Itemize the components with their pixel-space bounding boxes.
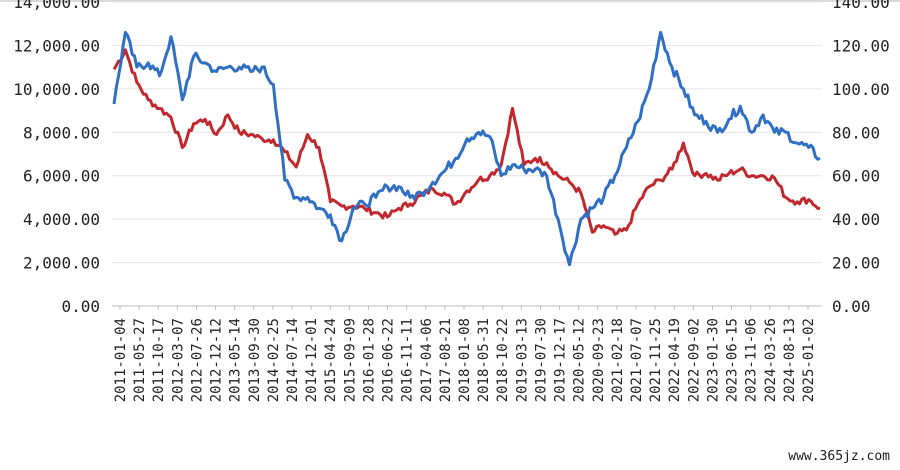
x-axis-tick-label: 2024-08-13 <box>782 318 798 402</box>
x-axis-tick-label: 2012-12-12 <box>209 318 225 402</box>
series-line-left-axis <box>112 48 821 236</box>
x-axis-tick-label: 2011-05-27 <box>132 318 148 402</box>
x-axis-tick-label: 2012-03-07 <box>170 318 186 402</box>
x-axis-tick-label: 2019-07-30 <box>533 318 549 402</box>
x-axis-tick-label: 2015-04-24 <box>323 318 339 402</box>
x-axis-tick-label: 2025-01-02 <box>801 318 817 402</box>
left-axis-tick-label: 6,000.00 <box>23 167 100 186</box>
x-axis-tick-label: 2014-07-14 <box>285 318 301 402</box>
x-axis-tick-label: 2017-04-06 <box>419 318 435 402</box>
left-axis-tick-label: 12,000.00 <box>13 36 100 55</box>
x-axis-tick-label: 2018-05-31 <box>476 318 492 402</box>
x-axis-tick-label: 2014-02-25 <box>266 318 282 402</box>
x-axis-tick-label: 2012-07-26 <box>189 318 205 402</box>
left-axis-tick-label: 2,000.00 <box>23 254 100 273</box>
x-axis-tick-label: 2015-09-09 <box>342 318 358 402</box>
right-axis-ticks: 0.00 20.00 40.00 60.00 80.00 100.00 120.00 140.… <box>832 0 890 316</box>
x-axis-tick-label: 2023-01-30 <box>705 318 721 402</box>
left-axis-tick-label: 8,000.00 <box>23 123 100 142</box>
x-axis-tick-label: 2013-05-14 <box>228 318 244 402</box>
x-axis-tick-label: 2014-12-01 <box>304 318 320 402</box>
x-axis-tick-label: 2024-03-26 <box>763 318 779 402</box>
x-axis-tick-label: 2016-06-22 <box>381 318 397 402</box>
right-axis-tick-label: 0.00 <box>832 297 871 316</box>
x-axis-tick-label: 2023-11-06 <box>744 318 760 402</box>
right-axis-tick-label: 20.00 <box>832 254 880 273</box>
left-axis-tick-label: 14,000.00 <box>13 0 100 12</box>
series-lines <box>112 30 821 267</box>
left-axis-ticks: 0.00 2,000.00 4,000.00 6,000.00 8,000.00 10,0… <box>13 0 100 316</box>
x-axis-tick-label: 2016-11-11 <box>400 318 416 402</box>
right-axis-tick-label: 80.00 <box>832 123 880 142</box>
series-line-right-axis <box>112 30 821 267</box>
right-axis-tick-label: 120.00 <box>832 36 890 55</box>
left-axis-tick-label: 4,000.00 <box>23 210 100 229</box>
x-axis-tick-label: 2022-04-19 <box>667 318 683 402</box>
x-axis-tick-label: 2020-09-23 <box>591 318 607 402</box>
x-axis-tick-label: 2020-05-12 <box>572 318 588 402</box>
x-axis-tick-label: 2011-01-04 <box>113 318 129 402</box>
right-axis-tick-label: 100.00 <box>832 80 890 99</box>
x-axis-tick-label: 2019-12-17 <box>553 318 569 402</box>
top-frame-line <box>0 0 900 2</box>
right-axis-tick-label: 60.00 <box>832 167 880 186</box>
x-axis-tick-label: 2013-09-30 <box>247 318 263 402</box>
x-axis-tick-label: 2021-11-25 <box>648 318 664 402</box>
gridlines <box>112 1 822 307</box>
right-axis-tick-label: 140.00 <box>832 0 890 12</box>
x-axis-ticks: 2011-01-04 2011-05-27 2011-10-17 2012-03-07… <box>112 305 822 402</box>
x-axis-tick-label: 2018-10-22 <box>495 318 511 402</box>
right-axis-tick-label: 40.00 <box>832 210 880 229</box>
left-axis-tick-label: 10,000.00 <box>13 80 100 99</box>
x-axis-tick-label: 2017-08-21 <box>438 318 454 402</box>
x-axis-tick-label: 2011-10-17 <box>151 318 167 402</box>
watermark-text: www.365jz.com <box>786 449 892 464</box>
x-axis-tick-label: 2021-07-07 <box>629 318 645 402</box>
x-axis-tick-label: 2018-01-08 <box>457 318 473 402</box>
left-axis-tick-label: 0.00 <box>61 297 100 316</box>
x-axis-tick-label: 2021-02-18 <box>610 318 626 402</box>
x-axis-tick-label: 2022-09-02 <box>686 318 702 402</box>
x-axis-tick-label: 2023-06-15 <box>725 318 741 402</box>
x-axis-tick-label: 2016-01-28 <box>361 318 377 402</box>
x-axis-tick-label: 2019-03-13 <box>514 318 530 402</box>
